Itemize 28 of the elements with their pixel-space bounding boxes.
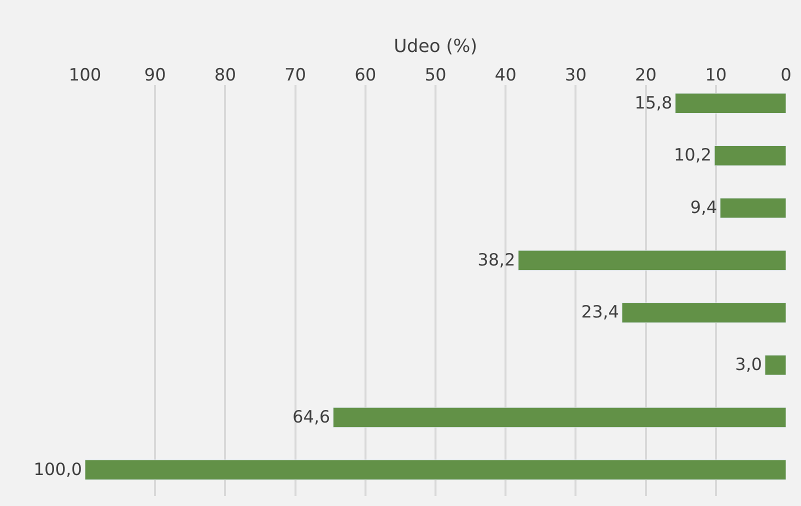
bar [622, 302, 786, 323]
data-label: 23,4 [581, 302, 619, 322]
bar [674, 93, 786, 114]
bar [714, 145, 786, 166]
x-tick-label: 20 [634, 66, 657, 86]
data-label: 64,6 [292, 406, 330, 426]
data-label: 10,2 [674, 144, 712, 165]
x-tick-label: 60 [354, 66, 376, 86]
x-tick-label: 30 [564, 66, 587, 86]
bar [764, 354, 786, 376]
x-tick-label: 90 [144, 66, 166, 86]
x-tick-label: 40 [494, 66, 516, 86]
data-label: 100,0 [34, 458, 82, 479]
data-label: 38,2 [478, 249, 516, 270]
x-tick-label: 70 [284, 66, 306, 86]
data-label: 9,4 [690, 197, 718, 218]
x-tick-label: 50 [424, 66, 446, 86]
bar [85, 460, 786, 480]
x-axis-title: Udeo (%) [394, 36, 478, 57]
x-tick-label: 10 [705, 66, 727, 86]
bar [332, 407, 786, 428]
bar [518, 250, 786, 271]
data-label: 15,8 [634, 92, 672, 112]
x-tick-label: 100 [68, 66, 102, 86]
x-tick-label: 80 [214, 66, 236, 86]
x-tick-label: 0 [780, 66, 792, 86]
data-label: 3,0 [735, 354, 762, 374]
bar [720, 198, 786, 218]
